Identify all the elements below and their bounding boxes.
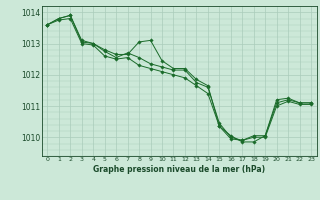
X-axis label: Graphe pression niveau de la mer (hPa): Graphe pression niveau de la mer (hPa): [93, 165, 265, 174]
